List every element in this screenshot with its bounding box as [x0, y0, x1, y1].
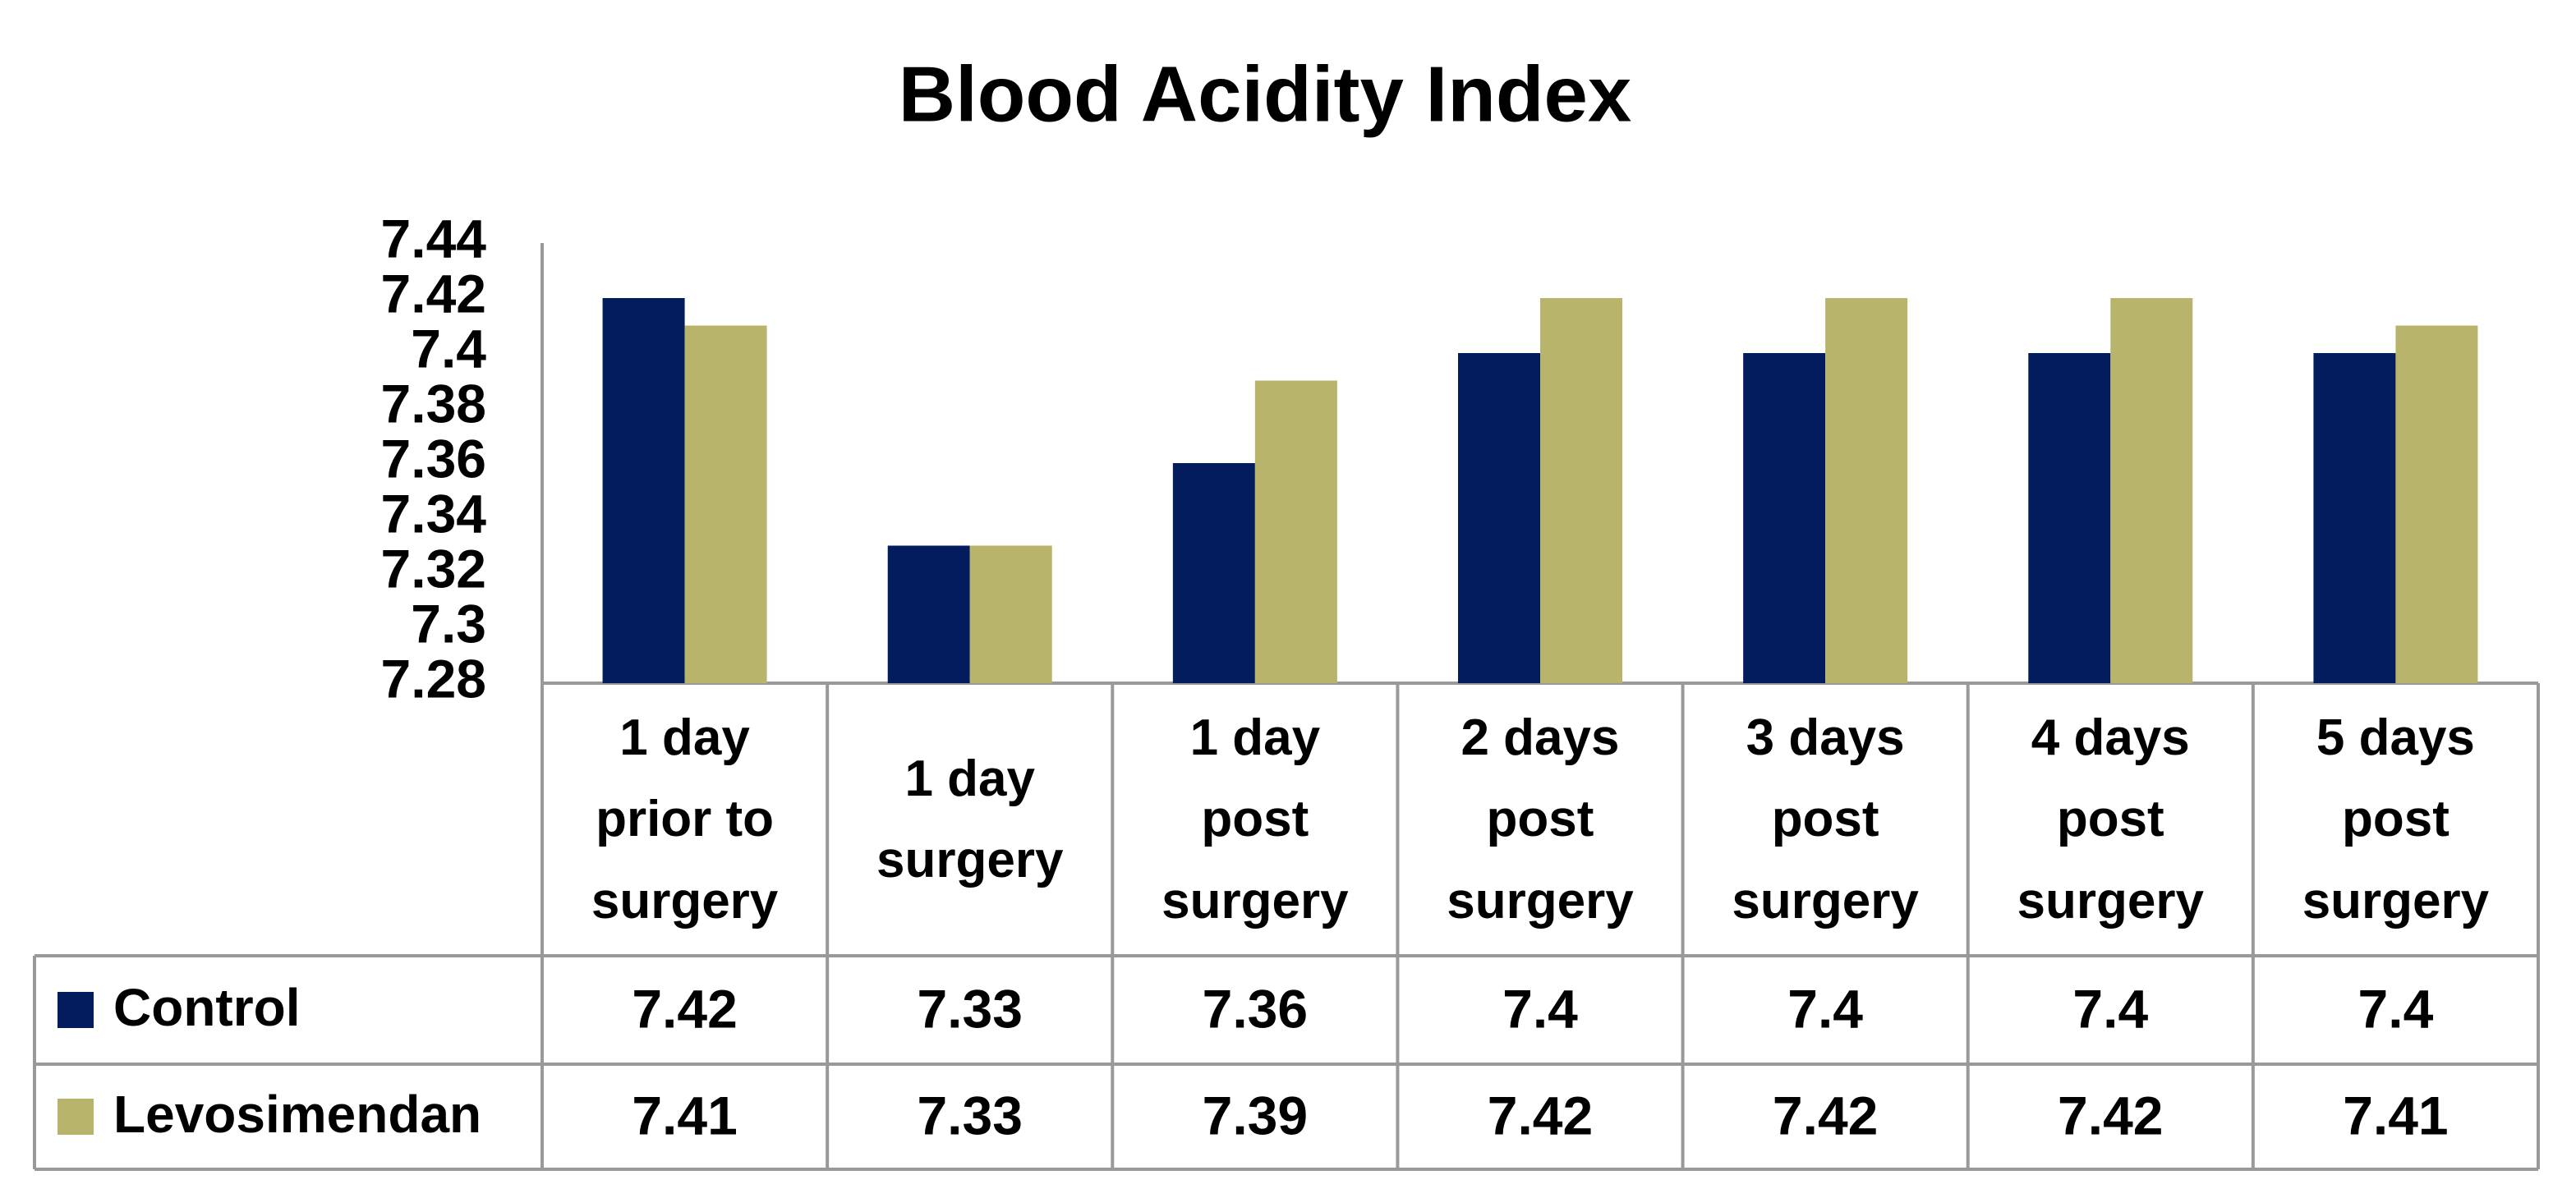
bar	[602, 298, 685, 683]
legend-label: Control	[113, 978, 301, 1037]
table-value: 7.4	[1787, 978, 1863, 1039]
table-value: 7.42	[1488, 1085, 1593, 1145]
bar	[1540, 298, 1622, 683]
legend-label: Levosimendan	[113, 1085, 481, 1144]
bar	[2395, 325, 2478, 683]
y-tick-label: 7.36	[381, 428, 486, 489]
table-value: 7.4	[1502, 978, 1578, 1039]
legend-swatch	[58, 992, 94, 1028]
x-tick-label: 5 days post surgery	[2302, 709, 2490, 929]
table-value: 7.4	[2358, 978, 2434, 1039]
table-value: 7.42	[1773, 1085, 1878, 1145]
table-value: 7.33	[917, 978, 1022, 1039]
table-value: 7.39	[1203, 1085, 1308, 1145]
legend-swatch	[58, 1099, 94, 1135]
x-tick-label: 3 days post surgery	[1732, 709, 1919, 929]
y-tick-label: 7.32	[381, 538, 486, 599]
bar	[1254, 380, 1337, 683]
bar	[684, 325, 767, 683]
table-value: 7.42	[2058, 1085, 2163, 1145]
chart-title: Blood Acidity Index	[899, 50, 1632, 138]
bar	[1825, 298, 1908, 683]
y-tick-label: 7.3	[411, 593, 486, 654]
bar	[969, 545, 1052, 683]
y-tick-label: 7.28	[381, 648, 486, 709]
x-tick-label: 4 days post surgery	[2017, 709, 2204, 929]
x-tick-label: 2 days post surgery	[1447, 709, 1634, 929]
bar	[2313, 353, 2396, 683]
y-tick-label: 7.42	[381, 263, 486, 324]
x-tick-label: 1 day prior to surgery	[591, 709, 779, 929]
x-tick-label: 1 day post surgery	[1162, 709, 1349, 929]
bar	[887, 545, 970, 683]
bar	[1743, 353, 1826, 683]
x-tick-label: 1 day surgery	[876, 750, 1064, 888]
table-value: 7.4	[2072, 978, 2148, 1039]
table-value: 7.36	[1203, 978, 1308, 1039]
bar	[1172, 463, 1255, 683]
y-tick-label: 7.38	[381, 373, 486, 434]
y-tick-label: 7.44	[381, 208, 487, 269]
table-value: 7.41	[2343, 1085, 2448, 1145]
y-tick-label: 7.4	[411, 318, 486, 379]
table-value: 7.42	[632, 978, 737, 1039]
bar	[2110, 298, 2193, 683]
bar	[1458, 353, 1540, 683]
table-value: 7.33	[917, 1085, 1022, 1145]
y-tick-label: 7.34	[381, 483, 487, 544]
table-value: 7.41	[632, 1085, 737, 1145]
bar	[2028, 353, 2111, 683]
